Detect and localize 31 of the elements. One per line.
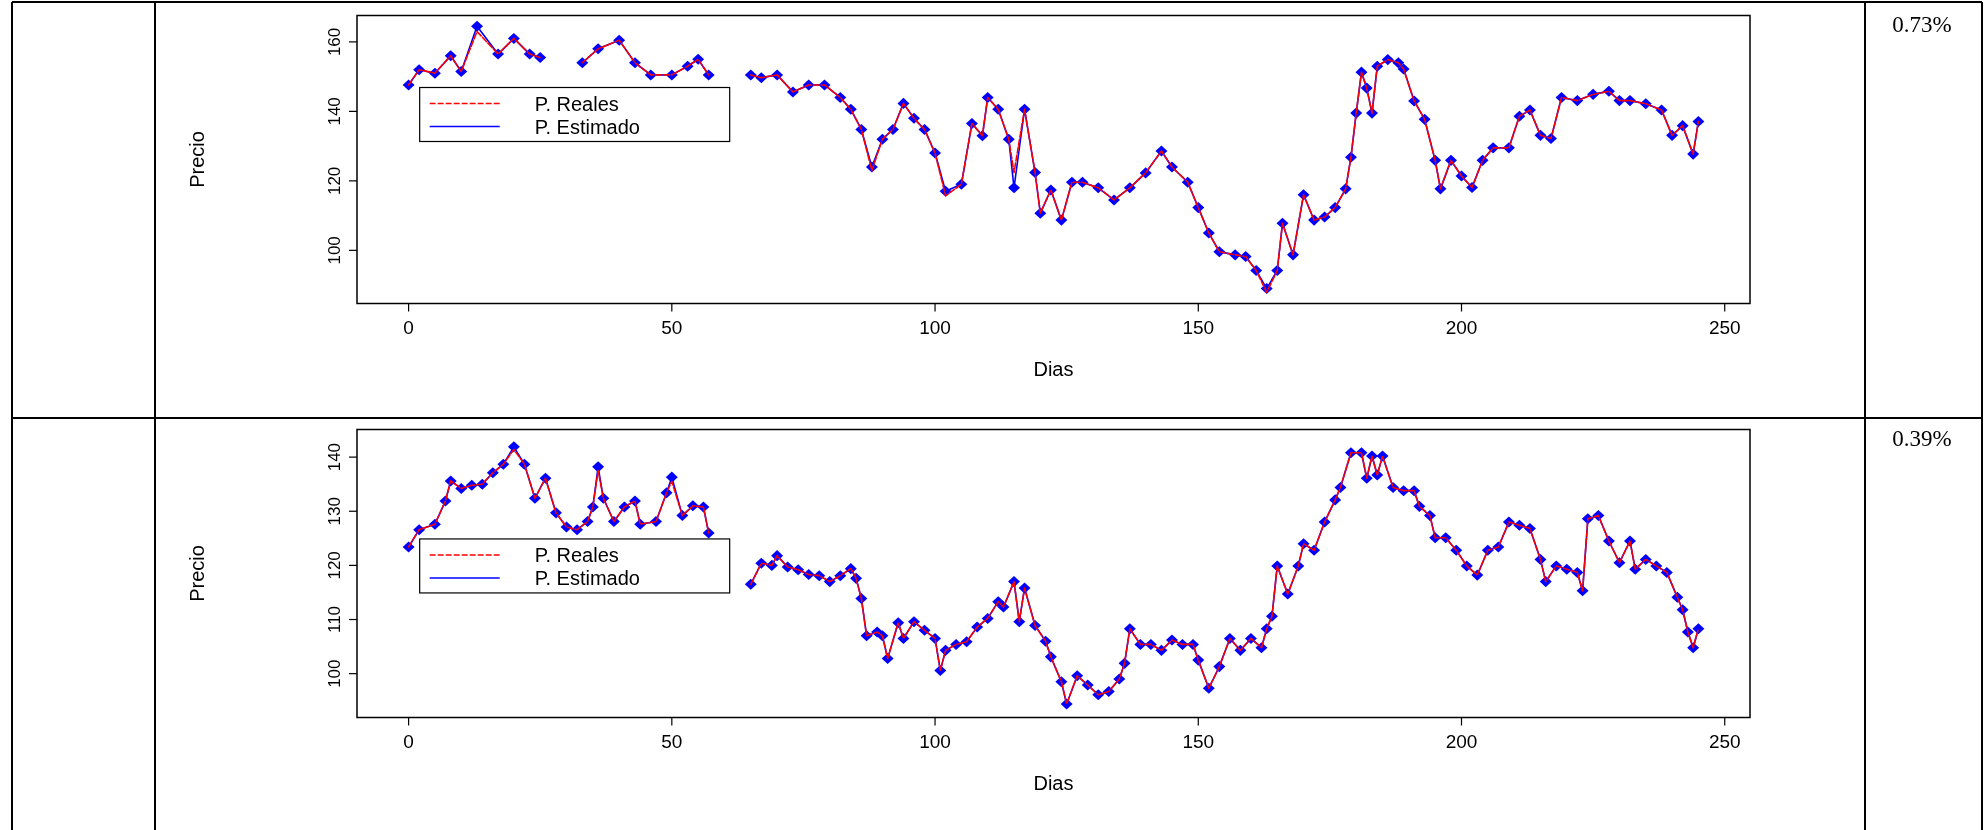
text: 0.39% — [1892, 426, 1952, 451]
y-tick-label: 140 — [325, 442, 344, 472]
x-tick-label: 150 — [1182, 316, 1215, 338]
x-tick-label: 250 — [1708, 316, 1741, 338]
x-tick-label: 0 — [403, 730, 414, 752]
y-tick-label: 160 — [325, 27, 344, 57]
y-tick-label: 120 — [325, 166, 344, 196]
legend-label: P. Reales — [534, 92, 619, 115]
x-tick-label: 100 — [919, 730, 951, 752]
y-axis-title: Precio — [186, 131, 208, 188]
x-tick-label: 50 — [661, 730, 683, 752]
y-tick-label: 140 — [325, 97, 344, 126]
x-tick-label: 150 — [1182, 730, 1215, 752]
y-tick-label: 110 — [325, 605, 344, 634]
x-tick-label: 250 — [1708, 730, 1741, 752]
y-axis-title: Precio — [186, 545, 208, 602]
x-axis-title: Dias — [1033, 357, 1074, 380]
x-axis-title: Dias — [1033, 771, 1074, 794]
legend-label: P. Reales — [534, 543, 619, 566]
x-tick-label: 200 — [1445, 316, 1478, 338]
y-tick-label: 120 — [325, 551, 344, 580]
y-tick-label: 130 — [325, 497, 344, 526]
x-tick-label: 0 — [403, 316, 414, 338]
y-tick-label: 100 — [325, 236, 344, 265]
x-tick-label: 50 — [661, 316, 683, 338]
legend-label: P. Estimado — [534, 115, 640, 138]
x-tick-label: 200 — [1445, 730, 1478, 752]
x-tick-label: 100 — [919, 316, 951, 338]
y-tick-label: 100 — [325, 659, 344, 688]
legend-label: P. Estimado — [534, 566, 640, 589]
text: 0.73% — [1892, 12, 1952, 37]
